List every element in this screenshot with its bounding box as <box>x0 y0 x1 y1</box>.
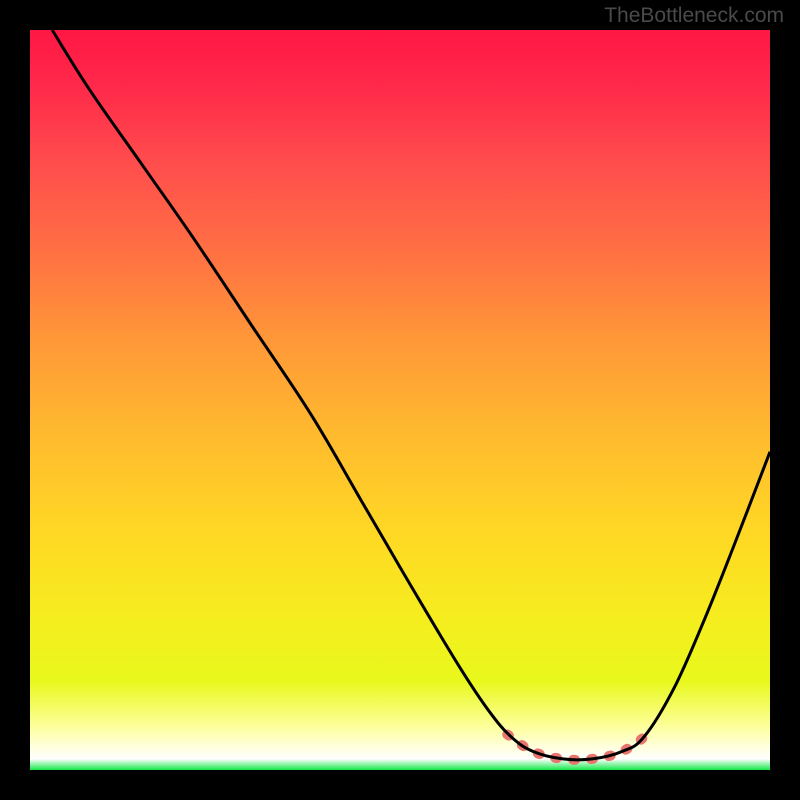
chart-area <box>30 30 770 770</box>
watermark-text: TheBottleneck.com <box>604 4 784 28</box>
curve-overlay <box>30 30 770 770</box>
main-curve <box>52 30 770 760</box>
highlight-segment <box>507 734 648 759</box>
